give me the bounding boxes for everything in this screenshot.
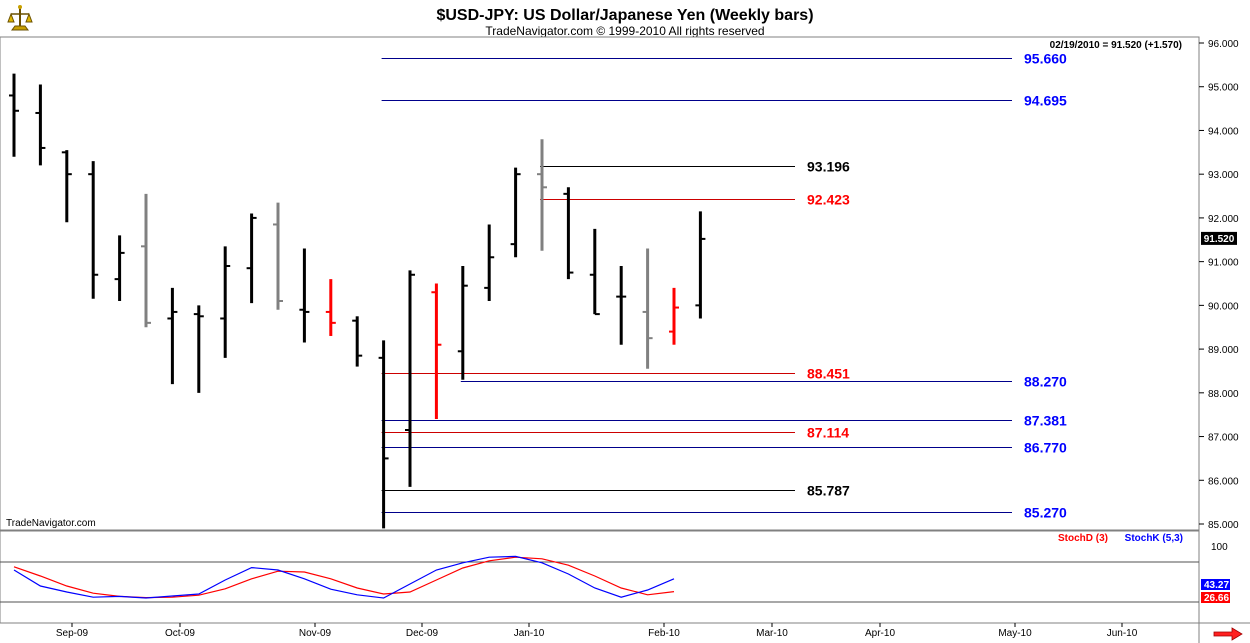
date-tick-label: Apr-10 bbox=[865, 628, 895, 639]
ohlc-bar bbox=[431, 283, 442, 420]
stoch-tick-100: 100 bbox=[1211, 542, 1228, 553]
ohlc-bar bbox=[405, 270, 415, 487]
ohlc-bar bbox=[537, 139, 547, 251]
ohlc-bar bbox=[378, 340, 389, 529]
ohlc-bar bbox=[669, 287, 679, 345]
price-tick-label: 91.000 bbox=[1208, 258, 1239, 269]
date-axis: Sep-09 Oct-09 Nov-09 Dec-09 Jan-10 Feb-10 Mar-… bbox=[56, 623, 1138, 639]
level-label: 92.423 bbox=[807, 192, 850, 208]
price-tick-label: 93.000 bbox=[1208, 170, 1239, 181]
date-tick-label: Mar-10 bbox=[756, 628, 788, 639]
level-label: 85.270 bbox=[1024, 505, 1067, 521]
last-price-marker: 91.520 bbox=[1201, 231, 1237, 245]
ohlc-bar bbox=[61, 150, 72, 223]
trade-navigator-logo-icon[interactable] bbox=[3, 3, 37, 37]
date-tick-label: Sep-09 bbox=[56, 628, 89, 639]
ohlc-bar bbox=[642, 248, 653, 369]
ohlc-bar bbox=[589, 228, 600, 316]
ohlc-bar bbox=[484, 224, 495, 301]
last-price-label: 91.520 bbox=[1204, 234, 1235, 245]
ohlc-bars bbox=[9, 73, 706, 529]
scroll-right-arrow-icon[interactable] bbox=[1213, 627, 1243, 641]
stochastic-plot-frame bbox=[0, 530, 1200, 624]
price-tick-label: 88.000 bbox=[1208, 389, 1239, 400]
price-readout: 02/19/2010 = 91.520 (+1.570) bbox=[1050, 40, 1182, 51]
ohlc-bar bbox=[114, 235, 125, 301]
ohlc-bar bbox=[88, 161, 99, 299]
level-label: 88.451 bbox=[807, 366, 850, 382]
price-tick-label: 85.000 bbox=[1208, 520, 1239, 531]
ohlc-bar bbox=[352, 316, 363, 367]
price-tick-label: 87.000 bbox=[1208, 433, 1239, 444]
date-tick-label: Feb-10 bbox=[648, 628, 680, 639]
ohlc-bar bbox=[9, 73, 19, 157]
ohlc-bar bbox=[325, 279, 336, 336]
ohlc-bar bbox=[167, 287, 178, 385]
level-label: 95.660 bbox=[1024, 51, 1067, 67]
ohlc-bar bbox=[220, 246, 231, 358]
ohlc-bar bbox=[695, 211, 706, 319]
price-tick-label: 96.000 bbox=[1208, 39, 1239, 50]
date-tick-label: May-10 bbox=[998, 628, 1032, 639]
price-plot-frame bbox=[0, 36, 1200, 531]
price-tick-label: 89.000 bbox=[1208, 345, 1239, 356]
price-tick-label: 94.000 bbox=[1208, 126, 1239, 137]
ohlc-bar bbox=[193, 305, 204, 393]
ohlc-bar bbox=[510, 167, 521, 258]
price-tick-label: 90.000 bbox=[1208, 301, 1239, 312]
ohlc-bar bbox=[616, 266, 627, 345]
legend-stochk: StochK (5,3) bbox=[1125, 533, 1183, 544]
ohlc-bar bbox=[457, 266, 468, 380]
ohlc-bar bbox=[273, 202, 283, 310]
date-tick-label: Jun-10 bbox=[1107, 628, 1138, 639]
price-tick-label: 86.000 bbox=[1208, 476, 1239, 487]
date-tick-label: Oct-09 bbox=[165, 628, 195, 639]
stochd-value-label: 26.66 bbox=[1204, 593, 1229, 604]
level-label: 85.787 bbox=[807, 483, 850, 499]
price-tick-label: 95.000 bbox=[1208, 83, 1239, 94]
level-label: 87.114 bbox=[807, 425, 849, 441]
level-label: 88.270 bbox=[1024, 374, 1067, 390]
level-label: 86.770 bbox=[1024, 440, 1067, 456]
date-tick-label: Nov-09 bbox=[299, 628, 332, 639]
chart-title: $USD-JPY: US Dollar/Japanese Yen (Weekly… bbox=[436, 7, 813, 24]
level-lines: 95.660 94.695 93.196 92.423 88.451 88.270 87.3… bbox=[381, 51, 1067, 521]
stochk-line bbox=[13, 555, 675, 599]
stochk-value-label: 43.27 bbox=[1204, 580, 1229, 591]
watermark: TradeNavigator.com bbox=[6, 518, 96, 529]
date-tick-label: Dec-09 bbox=[406, 628, 439, 639]
level-label: 94.695 bbox=[1024, 93, 1067, 109]
date-tick-label: Jan-10 bbox=[514, 628, 545, 639]
level-label: 93.196 bbox=[807, 159, 850, 175]
ohlc-bar bbox=[299, 248, 310, 343]
price-axis: 96.000 95.000 94.000 93.000 92.000 91.000 90.0… bbox=[1199, 39, 1239, 531]
ohlc-bar bbox=[141, 193, 151, 328]
ohlc-bar bbox=[246, 213, 257, 304]
legend-stochd: StochD (3) bbox=[1058, 533, 1108, 544]
level-label: 87.381 bbox=[1024, 413, 1067, 429]
price-tick-label: 92.000 bbox=[1208, 214, 1239, 225]
ohlc-bar bbox=[35, 84, 46, 166]
stochastic-panel: 100 StochD (3) StochK (5,3) 43.27 26.66 bbox=[0, 533, 1230, 604]
ohlc-bar bbox=[563, 187, 574, 280]
chart-subtitle: TradeNavigator.com © 1999-2010 All right… bbox=[485, 24, 764, 38]
